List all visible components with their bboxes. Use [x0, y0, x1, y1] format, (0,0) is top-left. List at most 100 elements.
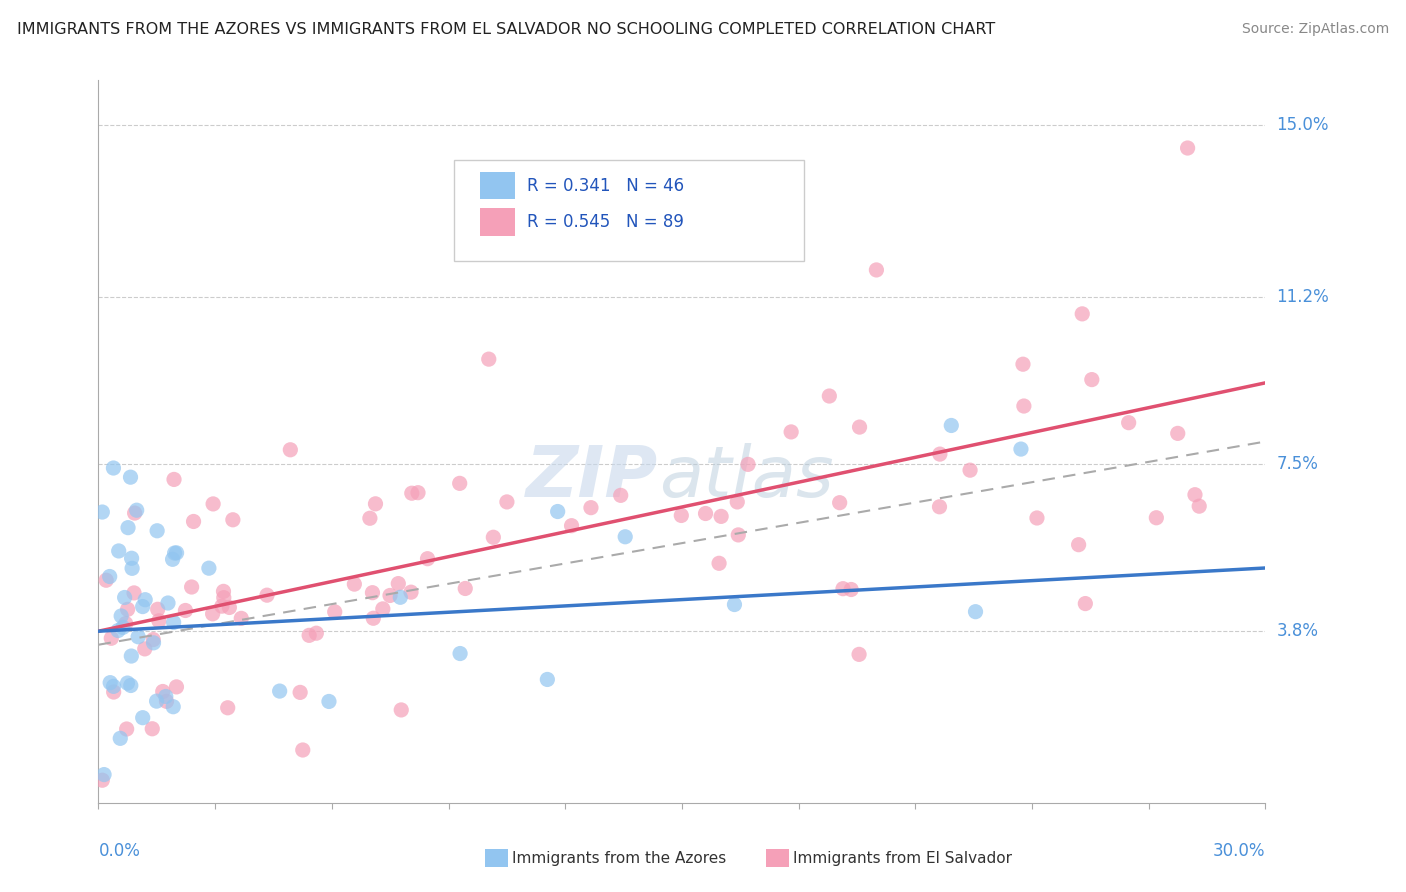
- Point: [454, 582, 477, 596]
- Text: IMMIGRANTS FROM THE AZORES VS IMMIGRANTS FROM EL SALVADOR NO SCHOOLING COMPLETED: IMMIGRANTS FROM THE AZORES VS IMMIGRANTS…: [17, 22, 995, 37]
- Point: [361, 585, 384, 599]
- Point: [107, 624, 129, 638]
- Point: [231, 611, 253, 625]
- Point: [928, 500, 950, 514]
- Point: [707, 557, 730, 571]
- Text: Immigrants from El Salvador: Immigrants from El Salvador: [793, 851, 1012, 865]
- Point: [323, 605, 346, 619]
- Point: [1010, 442, 1032, 456]
- Point: [201, 607, 224, 621]
- Text: ZIP: ZIP: [526, 443, 658, 512]
- Point: [848, 648, 870, 662]
- Text: Immigrants from the Azores: Immigrants from the Azores: [512, 851, 725, 865]
- Point: [111, 620, 134, 634]
- Point: [148, 614, 170, 628]
- Point: [174, 603, 197, 617]
- Point: [1188, 499, 1211, 513]
- Point: [387, 576, 409, 591]
- Point: [1177, 141, 1199, 155]
- Point: [832, 582, 855, 596]
- Text: 11.2%: 11.2%: [1277, 288, 1329, 306]
- Point: [496, 495, 519, 509]
- Point: [609, 488, 631, 502]
- Text: R = 0.341   N = 46: R = 0.341 N = 46: [527, 177, 683, 194]
- Point: [127, 630, 149, 644]
- Point: [399, 585, 422, 599]
- Point: [401, 486, 423, 500]
- Point: [343, 577, 366, 591]
- Point: [695, 507, 717, 521]
- Point: [291, 743, 314, 757]
- Point: [536, 673, 558, 687]
- Point: [98, 569, 121, 583]
- Point: [98, 675, 121, 690]
- Point: [222, 513, 245, 527]
- Point: [288, 685, 311, 699]
- Point: [212, 584, 235, 599]
- Point: [146, 524, 169, 538]
- Point: [141, 722, 163, 736]
- Point: [1012, 399, 1035, 413]
- Point: [134, 641, 156, 656]
- Point: [839, 582, 862, 597]
- Point: [115, 722, 138, 736]
- Point: [1074, 597, 1097, 611]
- Point: [780, 425, 803, 439]
- Point: [305, 626, 328, 640]
- Point: [163, 472, 186, 486]
- Point: [218, 600, 240, 615]
- Point: [1184, 488, 1206, 502]
- Point: [91, 773, 114, 788]
- Point: [142, 636, 165, 650]
- Text: 30.0%: 30.0%: [1213, 842, 1265, 860]
- Text: 7.5%: 7.5%: [1277, 455, 1319, 473]
- Point: [114, 591, 136, 605]
- Point: [449, 647, 471, 661]
- Text: 3.8%: 3.8%: [1277, 623, 1319, 640]
- Point: [117, 521, 139, 535]
- Point: [364, 497, 387, 511]
- Point: [110, 731, 132, 746]
- Point: [389, 591, 412, 605]
- Point: [145, 694, 167, 708]
- Point: [298, 628, 321, 642]
- Point: [202, 497, 225, 511]
- Point: [198, 561, 221, 575]
- Point: [155, 690, 177, 704]
- Point: [121, 551, 143, 566]
- Point: [122, 586, 145, 600]
- Point: [146, 602, 169, 616]
- Point: [278, 442, 301, 457]
- Point: [389, 703, 412, 717]
- Point: [131, 599, 153, 614]
- Point: [155, 694, 177, 708]
- Point: [165, 680, 187, 694]
- Text: atlas: atlas: [658, 443, 834, 512]
- Point: [166, 546, 188, 560]
- Point: [162, 615, 184, 630]
- Point: [212, 591, 235, 605]
- Point: [710, 509, 733, 524]
- Point: [723, 598, 745, 612]
- Point: [579, 500, 602, 515]
- Point: [100, 632, 122, 646]
- FancyBboxPatch shape: [454, 160, 804, 260]
- Point: [217, 700, 239, 714]
- Point: [117, 602, 139, 616]
- Point: [449, 476, 471, 491]
- Point: [162, 699, 184, 714]
- Point: [152, 684, 174, 698]
- Point: [93, 767, 115, 781]
- Point: [1026, 511, 1049, 525]
- Point: [91, 505, 114, 519]
- Point: [156, 596, 179, 610]
- Text: R = 0.545   N = 89: R = 0.545 N = 89: [527, 213, 683, 231]
- Point: [269, 684, 291, 698]
- FancyBboxPatch shape: [479, 208, 515, 235]
- Point: [378, 589, 401, 603]
- Point: [965, 605, 987, 619]
- Point: [1081, 373, 1104, 387]
- Point: [114, 616, 136, 631]
- Point: [737, 458, 759, 472]
- Point: [183, 515, 205, 529]
